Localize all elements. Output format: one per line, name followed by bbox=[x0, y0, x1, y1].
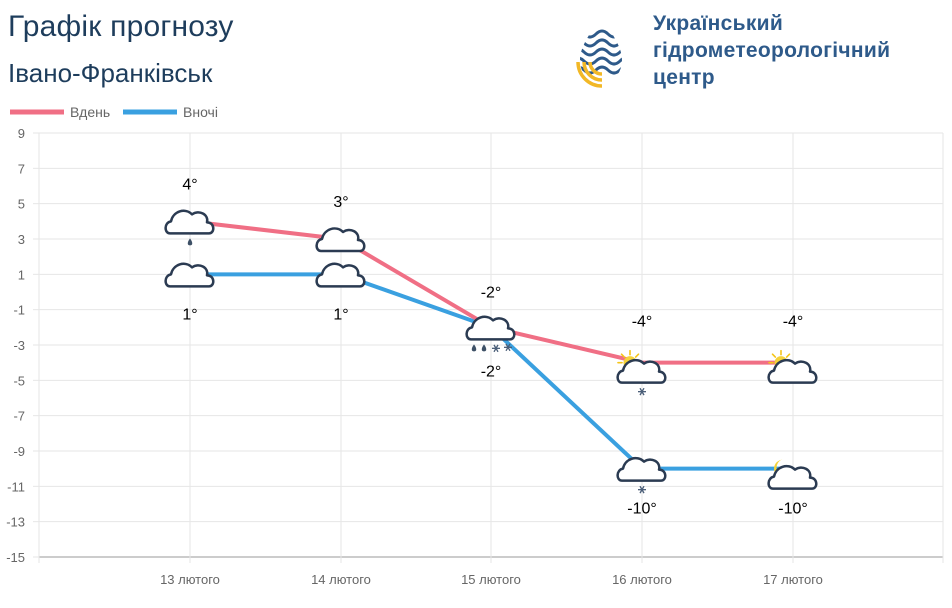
cloud-icon bbox=[315, 227, 366, 253]
snowflake-icon bbox=[638, 387, 646, 396]
x-axis: 13 лютого 14 лютого 15 лютого 16 лютого 17 л… bbox=[160, 572, 823, 587]
y-tick-label: 3 bbox=[18, 232, 25, 247]
snowflake-arm bbox=[639, 387, 645, 396]
weather-icon-cloud-rain bbox=[164, 209, 215, 246]
cloud-icon bbox=[315, 262, 366, 288]
legend: Вдень Вночі bbox=[10, 104, 218, 120]
y-axis: 9 7 5 3 1 -1 -3 -5 -7 -9 -11 -13 -15 bbox=[6, 126, 25, 565]
org-line-1: Український bbox=[653, 12, 784, 35]
legend-item-day[interactable]: Вдень bbox=[10, 104, 110, 120]
temp-label-night: 1° bbox=[182, 306, 197, 323]
hydromet-logo-icon bbox=[576, 29, 622, 88]
weather-icon-cloud-snow bbox=[616, 456, 667, 494]
snowflake-arm bbox=[639, 485, 645, 494]
y-tick-label: -1 bbox=[13, 303, 25, 318]
y-tick-label: 7 bbox=[18, 161, 25, 176]
weather-icons bbox=[164, 209, 818, 494]
forecast-chart: Вдень Вночі 9 7 5 3 1 -1 -3 -5 -7 -9 -11 -13 -15 13 … bbox=[6, 104, 944, 587]
sun-ray bbox=[785, 353, 791, 358]
x-tick-label: 15 лютого bbox=[461, 572, 521, 587]
snowflake-icon bbox=[504, 343, 512, 352]
y-tick-label: -3 bbox=[13, 338, 25, 353]
weather-icon-cloud-rain-snow bbox=[465, 315, 516, 353]
weather-icon-sun-cloud bbox=[767, 349, 818, 384]
y-tick-label: 1 bbox=[18, 267, 25, 282]
cloud-icon bbox=[616, 456, 667, 482]
legend-label-day: Вдень bbox=[70, 104, 110, 120]
legend-item-night[interactable]: Вночі bbox=[123, 104, 218, 120]
temp-label-day: 3° bbox=[333, 194, 348, 211]
temp-label-night: 1° bbox=[333, 306, 348, 323]
weather-icon-sun-cloud-snow bbox=[616, 349, 667, 396]
y-tick-label: -15 bbox=[6, 550, 25, 565]
temp-label-day: -4° bbox=[783, 314, 804, 331]
cloud-icon bbox=[465, 315, 516, 341]
raindrop-icon bbox=[471, 344, 477, 352]
city-name: Івано-Франківськ bbox=[8, 58, 213, 88]
org-name: Український гідрометеорологічний центр bbox=[653, 10, 890, 91]
temp-label-day: -2° bbox=[481, 284, 502, 301]
y-tick-label: 9 bbox=[18, 126, 25, 141]
temp-label-day: 4° bbox=[182, 176, 197, 193]
cloud-icon bbox=[767, 464, 818, 490]
y-tick-label: -5 bbox=[13, 373, 25, 388]
y-tick-label: -13 bbox=[6, 515, 25, 530]
raindrop-icon bbox=[187, 238, 193, 246]
temp-label-night: -2° bbox=[481, 363, 502, 380]
page-title: Графік прогнозу bbox=[8, 10, 234, 43]
x-tick-label: 16 лютого bbox=[612, 572, 672, 587]
sun-ray bbox=[634, 353, 640, 358]
legend-label-night: Вночі bbox=[183, 104, 218, 120]
cloud-icon bbox=[616, 358, 667, 384]
y-tick-label: -7 bbox=[13, 409, 25, 424]
weather-icon-cloud bbox=[315, 262, 366, 288]
x-tick-label: 14 лютого bbox=[311, 572, 371, 587]
sun-ray bbox=[620, 353, 626, 358]
org-line-3: центр bbox=[653, 66, 715, 89]
snowflake-icon bbox=[638, 485, 646, 494]
weather-icon-moon-cloud bbox=[767, 459, 818, 490]
temp-label-day: -4° bbox=[632, 314, 653, 331]
cloud-icon bbox=[164, 262, 215, 288]
snowflake-arm bbox=[493, 344, 499, 353]
temp-label-night: -10° bbox=[627, 501, 657, 518]
weather-icon-cloud bbox=[315, 227, 366, 253]
org-line-2: гідрометеорологічний bbox=[653, 39, 891, 62]
y-tick-label: -11 bbox=[7, 479, 25, 494]
sun-ray bbox=[771, 353, 777, 358]
temp-label-night: -10° bbox=[778, 501, 808, 518]
grid bbox=[33, 132, 944, 563]
weather-icon-cloud bbox=[164, 262, 215, 288]
snowflake-icon bbox=[492, 344, 500, 353]
y-tick-label: 5 bbox=[18, 197, 25, 212]
raindrop-icon bbox=[481, 344, 487, 352]
cloud-icon bbox=[767, 358, 818, 384]
temperature-labels: 4° 3° -2° -4° -4° 1° 1° -2° -10° -10° bbox=[182, 176, 807, 517]
x-tick-label: 13 лютого bbox=[160, 572, 220, 587]
snowflake-arm bbox=[505, 343, 511, 352]
y-tick-label: -9 bbox=[13, 444, 25, 459]
x-tick-label: 17 лютого bbox=[763, 572, 823, 587]
cloud-icon bbox=[164, 209, 215, 235]
